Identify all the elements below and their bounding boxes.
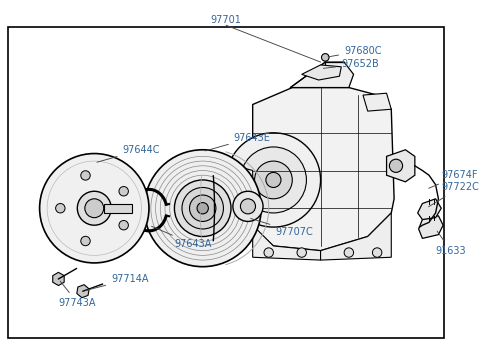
Circle shape bbox=[264, 248, 274, 257]
Text: 97714A: 97714A bbox=[85, 274, 149, 290]
Text: 97643E: 97643E bbox=[205, 132, 271, 151]
Circle shape bbox=[297, 248, 306, 257]
Polygon shape bbox=[302, 65, 341, 80]
Polygon shape bbox=[252, 225, 321, 260]
Circle shape bbox=[266, 173, 281, 188]
Polygon shape bbox=[77, 285, 89, 298]
Circle shape bbox=[226, 133, 321, 227]
Circle shape bbox=[322, 54, 329, 61]
Text: 97652B: 97652B bbox=[324, 59, 379, 69]
Text: 97644C: 97644C bbox=[97, 145, 160, 162]
Text: 91633: 91633 bbox=[435, 231, 466, 256]
Circle shape bbox=[39, 154, 149, 263]
Text: 97722C: 97722C bbox=[429, 183, 479, 207]
Polygon shape bbox=[231, 166, 252, 189]
Circle shape bbox=[254, 161, 292, 199]
Circle shape bbox=[190, 195, 216, 222]
Circle shape bbox=[119, 187, 128, 196]
Circle shape bbox=[81, 171, 90, 180]
Circle shape bbox=[144, 150, 261, 267]
Circle shape bbox=[182, 188, 224, 229]
Text: 97674F: 97674F bbox=[429, 170, 478, 188]
Circle shape bbox=[81, 236, 90, 246]
Text: 97743A: 97743A bbox=[59, 281, 96, 308]
Polygon shape bbox=[321, 213, 391, 260]
Circle shape bbox=[372, 248, 382, 257]
Polygon shape bbox=[252, 88, 394, 251]
Circle shape bbox=[197, 203, 208, 214]
Circle shape bbox=[174, 180, 231, 237]
Polygon shape bbox=[290, 62, 354, 88]
Polygon shape bbox=[419, 216, 443, 238]
Polygon shape bbox=[363, 93, 391, 111]
Circle shape bbox=[56, 203, 65, 213]
Circle shape bbox=[119, 221, 128, 230]
Circle shape bbox=[344, 248, 354, 257]
Text: 97643A: 97643A bbox=[152, 226, 212, 249]
Circle shape bbox=[77, 191, 111, 225]
Circle shape bbox=[85, 199, 104, 218]
Circle shape bbox=[233, 191, 263, 222]
Circle shape bbox=[236, 173, 245, 183]
Polygon shape bbox=[418, 199, 441, 219]
Bar bbox=[104, 203, 132, 213]
Polygon shape bbox=[386, 150, 415, 182]
Text: 97701: 97701 bbox=[211, 15, 242, 25]
Circle shape bbox=[389, 159, 403, 173]
Circle shape bbox=[240, 199, 255, 214]
Text: 97680C: 97680C bbox=[328, 46, 382, 57]
Text: 97707C: 97707C bbox=[251, 218, 313, 237]
Polygon shape bbox=[53, 272, 64, 286]
Circle shape bbox=[240, 147, 306, 213]
